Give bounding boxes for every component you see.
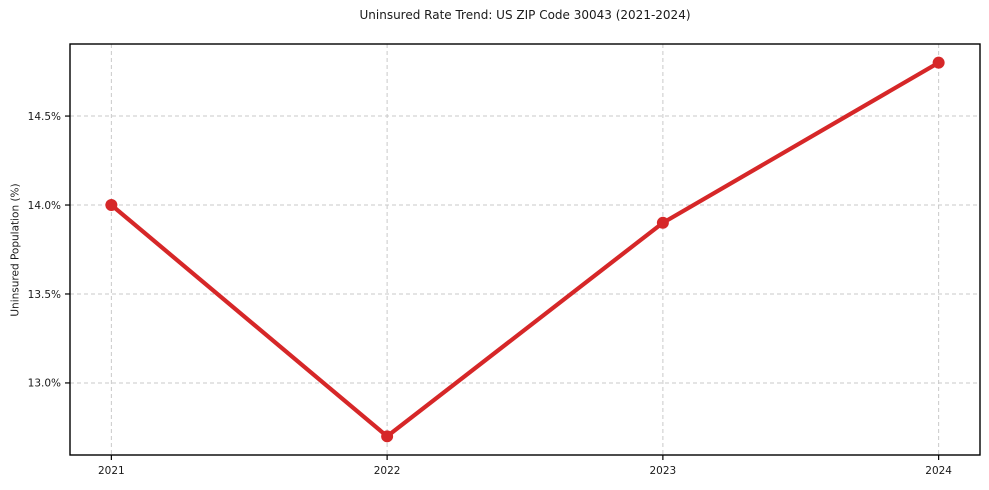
x-tick-label: 2024 xyxy=(925,465,952,477)
x-tick-label: 2023 xyxy=(650,465,677,477)
y-tick-label: 13.0% xyxy=(28,378,61,390)
data-point-2023 xyxy=(656,216,669,229)
data-point-2022 xyxy=(381,430,394,443)
data-point-2021 xyxy=(105,199,118,212)
y-tick-label: 14.5% xyxy=(28,111,61,123)
y-tick-label: 14.0% xyxy=(28,200,61,212)
chart-title: Uninsured Rate Trend: US ZIP Code 30043 … xyxy=(359,8,691,22)
y-tick-label: 13.5% xyxy=(28,289,61,301)
data-point-2024 xyxy=(932,56,945,69)
x-tick-label: 2021 xyxy=(98,465,125,477)
plot-frame xyxy=(69,43,981,456)
x-tick-label: 2022 xyxy=(374,465,401,477)
trend-line xyxy=(109,60,941,440)
